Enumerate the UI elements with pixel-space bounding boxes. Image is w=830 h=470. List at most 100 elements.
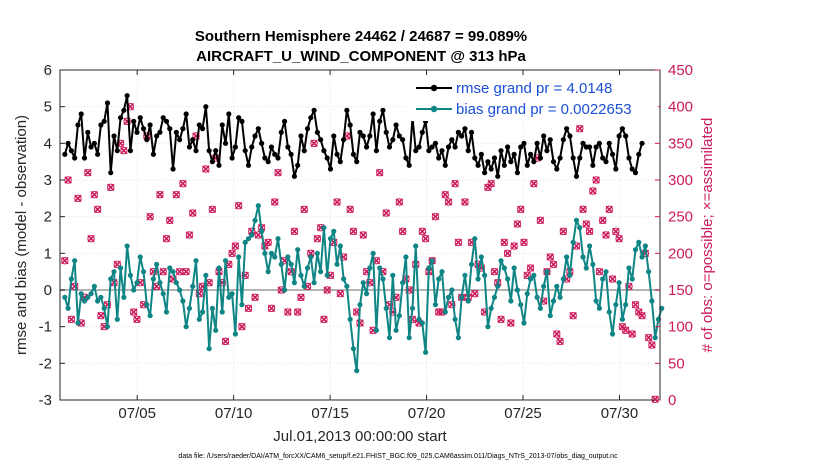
obs-assimilated-marker [431, 212, 440, 221]
rmse-point [88, 144, 94, 150]
rmse-point [72, 155, 78, 161]
x-tick-label: 07/30 [601, 405, 639, 422]
rmse-point [609, 151, 616, 157]
rmse-point [275, 155, 281, 161]
rmse-point [491, 155, 498, 161]
rmse-point [81, 155, 88, 161]
bias-point [380, 276, 386, 282]
bias-point [557, 294, 563, 300]
rmse-point [386, 144, 393, 150]
obs-possible-marker [392, 293, 400, 302]
rmse-point [550, 159, 557, 165]
obs-possible-marker [602, 231, 610, 239]
bias-point [626, 265, 632, 271]
rmse-point [186, 144, 193, 150]
obs-assimilated-marker [166, 216, 174, 225]
rmse-point [613, 166, 619, 172]
obs-assimilated-marker [530, 179, 538, 188]
y-right-tick-label: 400 [668, 99, 693, 116]
rmse-point [560, 137, 566, 143]
obs-possible-marker [461, 198, 469, 206]
bias-point [242, 239, 248, 245]
obs-assimilated-marker [575, 124, 584, 133]
rmse-point [219, 122, 225, 128]
obs-possible-marker [156, 190, 164, 199]
obs-assimilated-marker [644, 333, 653, 342]
bias-point [88, 291, 94, 297]
bias-point [495, 283, 501, 289]
bias-point [252, 217, 258, 223]
obs-possible-marker [490, 267, 499, 276]
obs-assimilated-marker [451, 179, 459, 188]
obs-possible-marker [526, 264, 535, 272]
legend-bias-marker [430, 105, 438, 113]
obs-possible-marker [97, 311, 105, 320]
rmse-point [288, 151, 294, 157]
rmse-point [167, 126, 173, 132]
rmse-point [150, 151, 156, 157]
obs-possible-marker [366, 278, 374, 287]
y-right-tick-label: 50 [668, 355, 685, 372]
chart-title: Southern Hemisphere 24462 / 24687 = 99.0… [195, 28, 527, 45]
bias-point [400, 280, 406, 286]
rmse-point [111, 133, 117, 139]
obs-assimilated-marker [398, 227, 407, 236]
rmse-point [567, 133, 573, 139]
rmse-point [318, 137, 324, 143]
bias-point [334, 261, 340, 267]
obs-assimilated-marker [156, 190, 164, 199]
bias-point [606, 309, 612, 315]
obs-assimilated-marker [359, 231, 368, 239]
obs-possible-marker [510, 242, 518, 250]
bias-point [531, 272, 537, 278]
rmse-point [226, 111, 232, 117]
rmse-point [140, 126, 147, 132]
obs-assimilated-marker [61, 256, 69, 265]
rmse-point [593, 144, 599, 150]
obs-possible-marker [359, 231, 367, 239]
bias-point [255, 203, 261, 209]
data-file-footer: data file: /Users/raeder/DAI/ATM_forcXX/… [178, 453, 618, 460]
rmse-point [190, 137, 196, 143]
rmse-point [324, 155, 330, 161]
obs-assimilated-marker [602, 231, 610, 239]
bias-point [386, 335, 393, 341]
y-tick-label: -1 [39, 319, 52, 336]
y-tick-label: 4 [44, 135, 52, 152]
rmse-series [62, 93, 645, 179]
bias-point [396, 313, 402, 319]
bias-point [140, 269, 147, 275]
bias-point [409, 305, 416, 311]
y-right-tick-label: 300 [668, 172, 693, 189]
rmse-point [478, 151, 484, 157]
bias-point [177, 287, 183, 293]
rmse-point [429, 144, 435, 150]
rmse-point [639, 140, 645, 146]
rmse-point [442, 162, 448, 168]
obs-possible-marker [569, 311, 577, 320]
obs-possible-marker [336, 289, 345, 298]
obs-possible-marker [500, 238, 509, 247]
bias-point [623, 302, 629, 308]
obs-possible-marker [61, 256, 69, 265]
obs-possible-marker [628, 330, 636, 338]
rmse-point [327, 166, 334, 172]
obs-assimilated-marker [90, 190, 99, 199]
bias-point [567, 272, 573, 278]
bias-point [521, 320, 527, 326]
rmse-point [547, 137, 553, 143]
rmse-point [537, 155, 543, 161]
rmse-point [616, 133, 622, 139]
bias-point [573, 217, 580, 223]
y-tick-label: 6 [44, 62, 52, 79]
rmse-point [104, 100, 111, 106]
rmse-point [396, 133, 402, 139]
obs-possible-marker [576, 124, 584, 133]
obs-assimilated-marker [598, 216, 607, 225]
rmse-point [373, 148, 379, 154]
obs-possible-marker [267, 304, 276, 313]
obs-possible-marker [648, 341, 656, 349]
bias-point [281, 287, 288, 293]
bias-point [534, 294, 540, 300]
rmse-point [347, 122, 353, 128]
